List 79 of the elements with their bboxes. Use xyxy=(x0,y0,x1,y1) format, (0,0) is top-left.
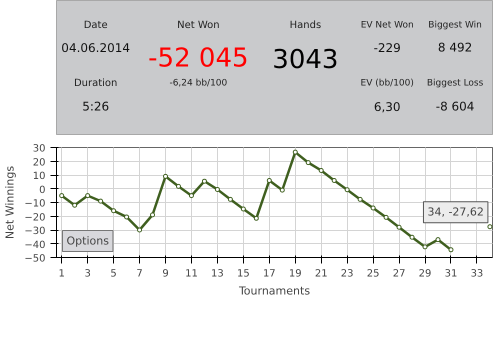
x-tick-label: 1 xyxy=(58,268,65,280)
point xyxy=(266,178,272,183)
x-tick-label: 3 xyxy=(84,268,91,280)
point xyxy=(306,160,311,166)
text: 3043 xyxy=(272,45,338,75)
point xyxy=(202,178,207,184)
point xyxy=(280,188,285,193)
text: 8 492 xyxy=(438,40,472,54)
point xyxy=(487,224,492,230)
point xyxy=(344,187,350,192)
point xyxy=(240,206,246,212)
x-tick-label: 25 xyxy=(366,268,380,280)
x-tick-label: 7 xyxy=(136,268,143,280)
y-tick-label: −30 xyxy=(24,226,46,237)
annotation: 34, -27,62 xyxy=(427,206,484,219)
text: 6,30 xyxy=(374,100,401,114)
point xyxy=(72,202,78,208)
text: Duration xyxy=(74,78,118,89)
point xyxy=(358,196,363,202)
point xyxy=(98,198,104,204)
text: -8 604 xyxy=(436,100,474,114)
text: EV Net Won xyxy=(360,20,414,30)
y-tick-label: −50 xyxy=(24,254,46,264)
x-tick-label: 23 xyxy=(340,268,354,280)
x-tick-label: 17 xyxy=(262,268,276,280)
x-tick-label: 33 xyxy=(470,268,484,280)
y-tick-label: 0 xyxy=(39,184,46,196)
y-tick-label: 30 xyxy=(32,144,46,154)
point xyxy=(448,247,454,252)
point xyxy=(370,206,376,210)
point xyxy=(163,174,168,179)
point xyxy=(292,150,298,155)
text: EV (bb/100) xyxy=(360,78,414,88)
point xyxy=(176,184,181,189)
x-tick-label: 5 xyxy=(110,268,117,280)
point xyxy=(436,237,440,242)
x-tick-label: 29 xyxy=(418,268,432,280)
text: Hands xyxy=(290,20,322,31)
x-tick-label: 9 xyxy=(162,268,169,280)
point xyxy=(422,244,428,250)
point xyxy=(228,196,233,202)
y-tick-label: −20 xyxy=(24,212,46,224)
text: 04.06.2014 xyxy=(61,41,130,55)
y-axis-title: Net Winnings xyxy=(3,166,16,240)
point xyxy=(150,212,156,218)
text: -6,24 bb/100 xyxy=(169,78,228,88)
x-axis-title: Tournaments xyxy=(238,284,310,298)
x-tick-label: 27 xyxy=(392,268,406,280)
y-tick-label: −10 xyxy=(24,198,46,210)
text: -52 045 xyxy=(148,44,249,74)
point xyxy=(137,228,142,232)
text: Biggest Win xyxy=(428,20,482,30)
x-tick-label: 13 xyxy=(211,268,224,280)
text: Biggest Loss xyxy=(426,78,484,88)
y-tick-label: −40 xyxy=(24,240,46,251)
point xyxy=(111,208,116,214)
point xyxy=(410,234,415,240)
annotation: Options xyxy=(66,234,110,248)
point xyxy=(318,168,324,173)
text: -229 xyxy=(374,41,401,55)
point xyxy=(214,186,220,192)
x-tick-label: 31 xyxy=(444,268,458,280)
point xyxy=(396,224,402,230)
x-tick-label: 11 xyxy=(185,268,198,280)
text: 5:26 xyxy=(82,100,110,114)
x-tick-label: 15 xyxy=(236,268,250,280)
point xyxy=(59,193,64,198)
point xyxy=(254,216,259,221)
point xyxy=(85,193,90,198)
x-tick-label: 19 xyxy=(288,268,302,280)
point xyxy=(384,214,389,220)
point xyxy=(188,193,194,198)
point xyxy=(332,178,337,183)
y-tick-label: 20 xyxy=(32,157,46,168)
text: Net Won xyxy=(177,20,220,31)
y-tick-label: 10 xyxy=(32,171,46,182)
point xyxy=(124,214,130,220)
text: Date xyxy=(84,20,108,31)
x-tick-label: 21 xyxy=(314,268,328,280)
